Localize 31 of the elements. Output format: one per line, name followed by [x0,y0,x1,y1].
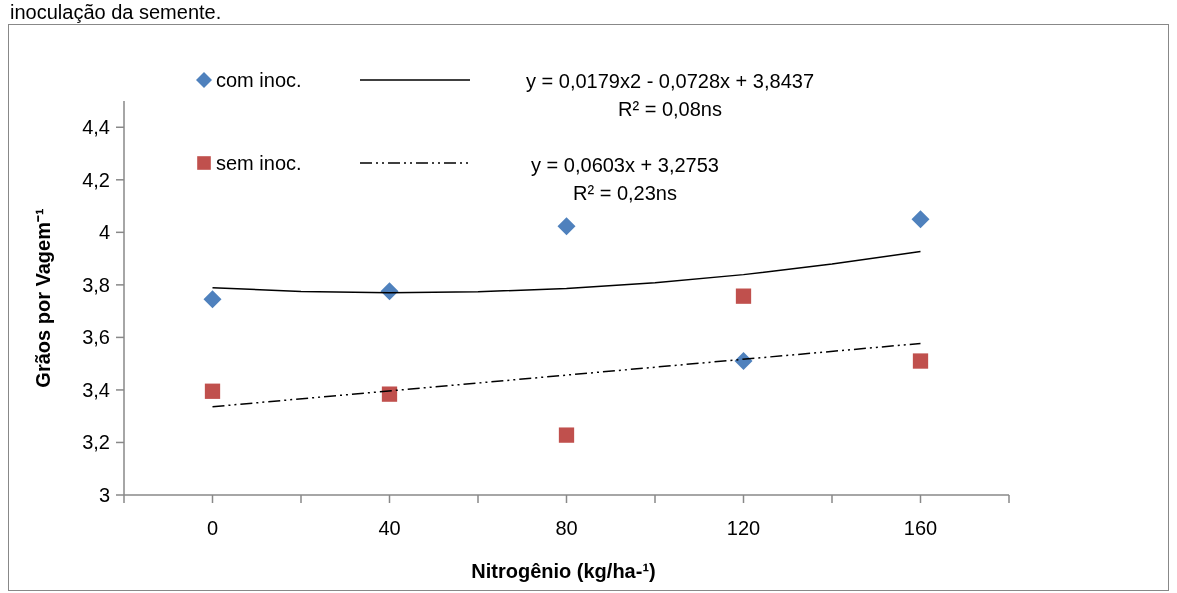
text: y = 0,0179x2 - 0,0728x + 3,8437 [526,70,814,92]
annotation: R² = 0,08ns [618,98,722,120]
point [203,290,222,309]
point [911,210,930,229]
annotation: y = 0,0603x + 3,2753 [531,154,719,176]
y-axis-title: Grãos por Vagem⁻¹ [32,208,54,388]
point [735,288,752,304]
x-tick-label: 0 [206,517,219,539]
x-axis-title: Nitrogênio (kg/ha-¹) [471,560,656,582]
y-tick-label: 4,4 [82,116,110,139]
y-tick-label: 3,8 [82,273,110,296]
y-tick-label: 3,6 [82,326,110,349]
point [204,383,221,399]
point [557,217,576,236]
x-tick-label: 40 [378,517,401,539]
y-tick-label: 3 [98,484,110,506]
x-tick-label: 120 [726,517,761,539]
legend-label: com inoc. [216,69,302,91]
point [380,282,399,301]
y-tick-label: 4,2 [82,168,110,191]
x-tick-label: 80 [555,517,578,539]
point [558,427,575,443]
y-tick-label: 3,2 [82,431,110,454]
x-tick-label: 160 [903,517,938,539]
text: inoculação da semente. [10,1,222,23]
legend-label: sem inoc. [216,152,302,174]
point [381,386,398,402]
annotation: R² = 0,23ns [573,182,677,204]
y-tick-label: 3,4 [82,378,110,401]
y-tick-label: 4 [98,221,110,244]
point [912,353,929,369]
